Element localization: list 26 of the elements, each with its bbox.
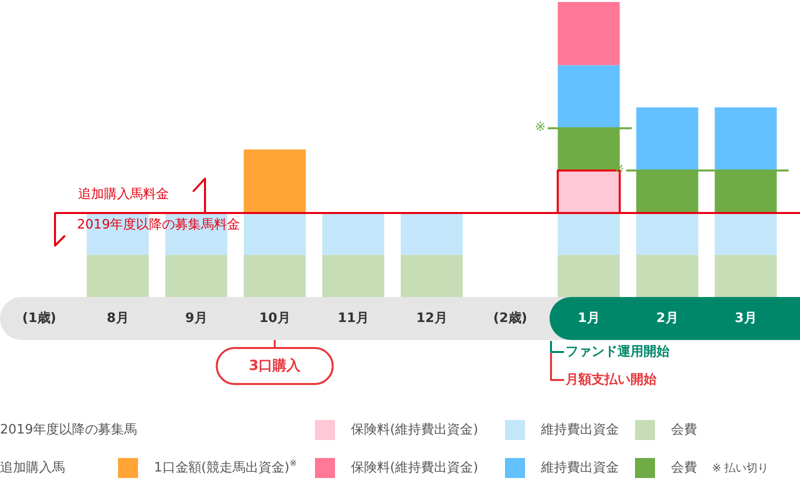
annotation: 3口購入: [248, 358, 302, 374]
legend-label: 維持費出資金: [540, 460, 619, 476]
x-tick-label: 10月: [259, 311, 290, 326]
annotation: 追加購入馬料金: [78, 187, 169, 202]
x-tick-label: (1歳): [22, 311, 56, 326]
x-tick-label: 8月: [106, 311, 129, 326]
legend-label: 会費: [671, 422, 697, 438]
x-tick-label: 1月: [578, 311, 600, 326]
annotation: ※: [534, 120, 546, 135]
text: ファンド運用開始: [566, 344, 670, 360]
x-tick-label: 2月: [656, 311, 678, 326]
legend-label: 維持費出資金: [540, 422, 619, 438]
legend-label: 会費: [671, 460, 697, 476]
ref-line-label: 2019年度以降の募集馬料金: [77, 216, 240, 233]
legend-label: 保険料(維持費出資金): [351, 422, 478, 438]
legend-label: 保険料(維持費出資金): [351, 460, 478, 476]
x-tick-label: 11月: [338, 311, 369, 326]
text: 2019年度以降の募集馬: [0, 422, 138, 438]
x-tick-label: 3月: [734, 311, 757, 326]
text: ※ 払い切り: [712, 462, 769, 474]
x-tick-label: 9月: [185, 311, 208, 326]
legend-label: 1口金額(競走馬出資金)※: [154, 459, 297, 476]
x-tick-label: (2歳): [493, 311, 528, 326]
x-tick-label: 12月: [416, 311, 448, 326]
text: 月額支払い開始: [564, 372, 658, 388]
text: 追加購入馬: [0, 460, 65, 476]
